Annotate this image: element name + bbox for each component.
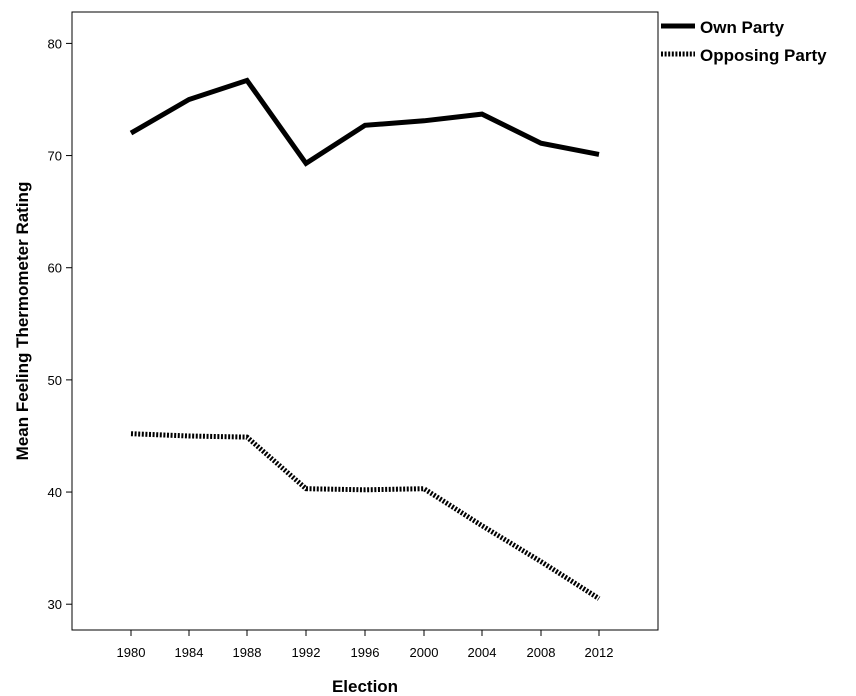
y-tick-label: 30 xyxy=(48,597,62,612)
x-tick-label: 2008 xyxy=(527,645,556,660)
x-tick-label: 2004 xyxy=(468,645,497,660)
x-tick-label: 2012 xyxy=(585,645,614,660)
x-tick-label: 1984 xyxy=(175,645,204,660)
plot-frame xyxy=(71,11,659,631)
x-axis-title: Election xyxy=(332,677,398,696)
legend: Own Party Opposing Party xyxy=(661,18,827,65)
y-axis-ticks: 30 40 50 60 70 80 xyxy=(48,36,72,612)
legend-label-opposing-party: Opposing Party xyxy=(700,46,827,65)
y-tick-label: 60 xyxy=(48,261,62,276)
series-line-opposing-party xyxy=(130,431,601,601)
x-tick-label: 1996 xyxy=(351,645,380,660)
legend-label-own-party: Own Party xyxy=(700,18,785,37)
x-tick-label: 1992 xyxy=(292,645,321,660)
series-layer xyxy=(129,77,601,601)
x-axis-ticks: 1980 1984 1988 1992 1996 2000 2004 2008 2012 xyxy=(117,630,614,660)
series-line-own-party xyxy=(129,77,600,167)
y-tick-label: 50 xyxy=(48,373,62,388)
x-tick-label: 2000 xyxy=(410,645,439,660)
y-tick-label: 70 xyxy=(48,149,62,164)
x-tick-label: 1988 xyxy=(233,645,262,660)
y-axis-title: Mean Feeling Thermometer Rating xyxy=(13,182,32,461)
y-tick-label: 80 xyxy=(48,36,62,51)
y-tick-label: 40 xyxy=(48,485,62,500)
x-tick-label: 1980 xyxy=(117,645,146,660)
